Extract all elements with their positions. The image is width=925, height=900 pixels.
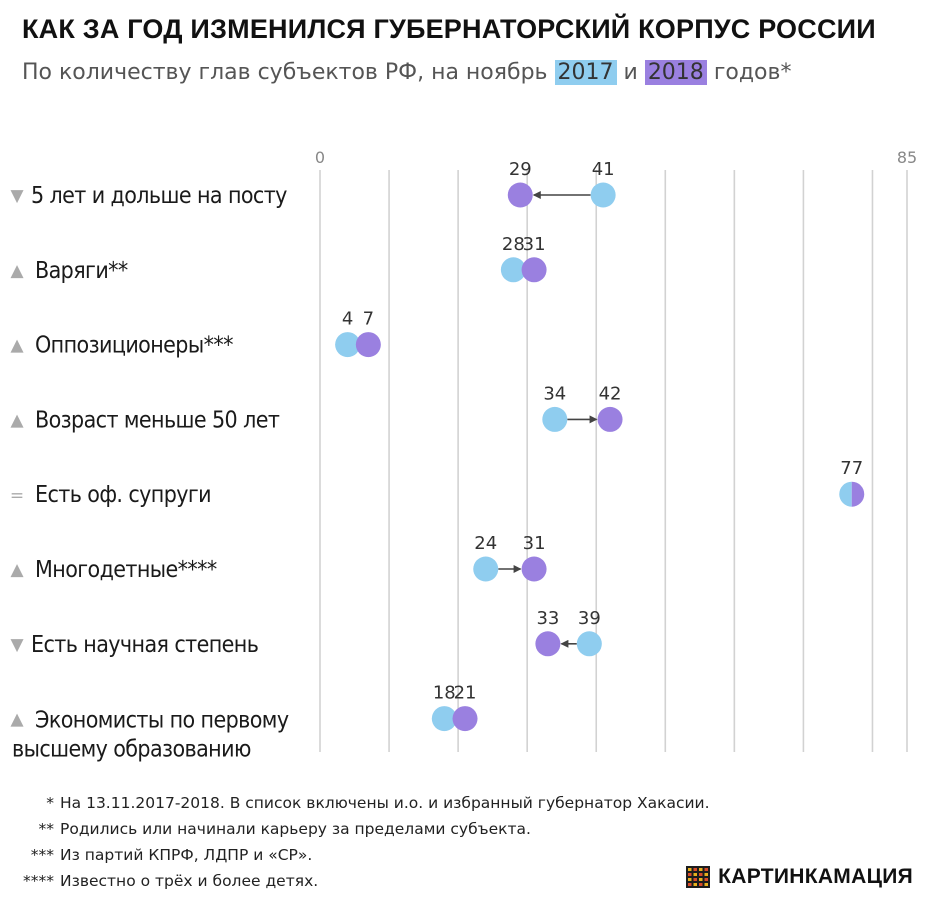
dot-2018 [597, 406, 623, 432]
dot-2017 [839, 481, 852, 507]
category-label: 5 лет и дольше на посту [31, 183, 287, 209]
trend-indicator-icon: = [10, 486, 24, 506]
dot-2018 [521, 556, 547, 582]
dot-2017 [542, 406, 568, 432]
trend-indicator-icon: ▲ [10, 261, 24, 281]
dot-2018 [535, 631, 561, 657]
category-label: высшему образованию [12, 737, 251, 763]
trend-indicator-icon: ▲ [10, 560, 24, 580]
dot-2018 [521, 257, 547, 283]
dot-2017 [500, 257, 526, 283]
value-label-2017: 39 [578, 608, 601, 629]
dot-2018 [355, 332, 381, 358]
dot-2017 [576, 631, 602, 657]
value-label-2017: 41 [592, 159, 615, 180]
value-label-2018: 21 [454, 683, 477, 704]
footnote-mark: *** [30, 846, 54, 864]
category-label: Оппозиционеры*** [35, 333, 233, 359]
chart-subtitle: По количеству глав субъектов РФ, на нояб… [22, 60, 791, 85]
value-label: 77 [840, 458, 863, 479]
footnote-text: На 13.11.2017-2018. В список включены и.… [60, 794, 710, 812]
footnote: * На 13.11.2017-2018. В список включены и… [0, 790, 710, 816]
footnote: *** Из партий КПРФ, ЛДПР и «СР». [0, 842, 710, 868]
value-label-2018: 31 [523, 234, 546, 255]
footnote-text: Родились или начинали карьеру за предела… [60, 820, 531, 838]
film-grid-icon [686, 866, 711, 888]
subtitle-suffix: годов* [713, 60, 792, 85]
category-label: Возраст меньше 50 лет [35, 407, 280, 433]
category-label: Есть научная степень [31, 632, 258, 658]
value-label-2018: 29 [509, 159, 532, 180]
trend-indicator-icon: ▲ [10, 336, 24, 356]
chart-title: КАК ЗА ГОД ИЗМЕНИЛСЯ ГУБЕРНАТОРСКИЙ КОРП… [22, 14, 876, 44]
category-label: Есть оф. супруги [35, 482, 211, 508]
value-label-2018: 33 [536, 608, 559, 629]
footnote: **** Известно о трёх и более детях. [0, 868, 710, 894]
brand-name: КАРТИНКАМАЦИЯ [718, 865, 913, 888]
trend-indicator-icon: ▼ [10, 635, 24, 655]
dot-2017 [473, 556, 499, 582]
legend-2017: 2017 [554, 60, 617, 85]
footnote: ** Родились или начинали карьеру за преде… [0, 816, 710, 842]
value-label-2018: 31 [523, 533, 546, 554]
x-axis-tick-label: 0 [315, 148, 325, 167]
dumbbell-chart: 0 85 ▼ 5 лет и дольше на посту 41 29 ▲ Варяги**… [10, 148, 917, 763]
subtitle-conjunction: и [623, 60, 638, 85]
dot-2017 [431, 706, 457, 732]
footnote-text: Известно о трёх и более детях. [60, 872, 319, 890]
trend-indicator-icon: ▲ [10, 410, 24, 430]
category-label: Варяги** [35, 258, 128, 284]
footnote-mark: ** [38, 820, 55, 838]
trend-indicator-icon: ▼ [10, 186, 24, 206]
category-label: Многодетные**** [35, 557, 217, 583]
dot-2018 [507, 182, 533, 208]
trend-indicator-icon: ▲ [10, 710, 24, 730]
footnote-mark: **** [23, 872, 54, 890]
dot-2018 [851, 481, 865, 507]
value-label-2017: 24 [474, 533, 497, 554]
footnote-text: Из партий КПРФ, ЛДПР и «СР». [60, 846, 313, 864]
brand-logo: КАРТИНКАМАЦИЯ [684, 864, 913, 890]
value-label-2018: 7 [363, 309, 374, 330]
value-label-2017: 18 [433, 683, 456, 704]
dot-2017 [335, 332, 361, 358]
value-label-2017: 4 [342, 309, 353, 330]
x-axis-tick-label: 85 [897, 148, 917, 167]
value-label-2017: 28 [502, 234, 525, 255]
footnote-mark: * [46, 794, 54, 812]
subtitle-prefix: По количеству глав субъектов РФ, на нояб… [22, 60, 548, 85]
dot-2017 [590, 182, 616, 208]
dot-2018 [452, 706, 478, 732]
category-label: Экономисты по первому [35, 708, 289, 734]
legend-2018: 2018 [644, 60, 707, 85]
value-label-2017: 34 [543, 383, 566, 404]
value-label-2018: 42 [599, 383, 622, 404]
footnotes: * На 13.11.2017-2018. В список включены и… [0, 790, 710, 894]
